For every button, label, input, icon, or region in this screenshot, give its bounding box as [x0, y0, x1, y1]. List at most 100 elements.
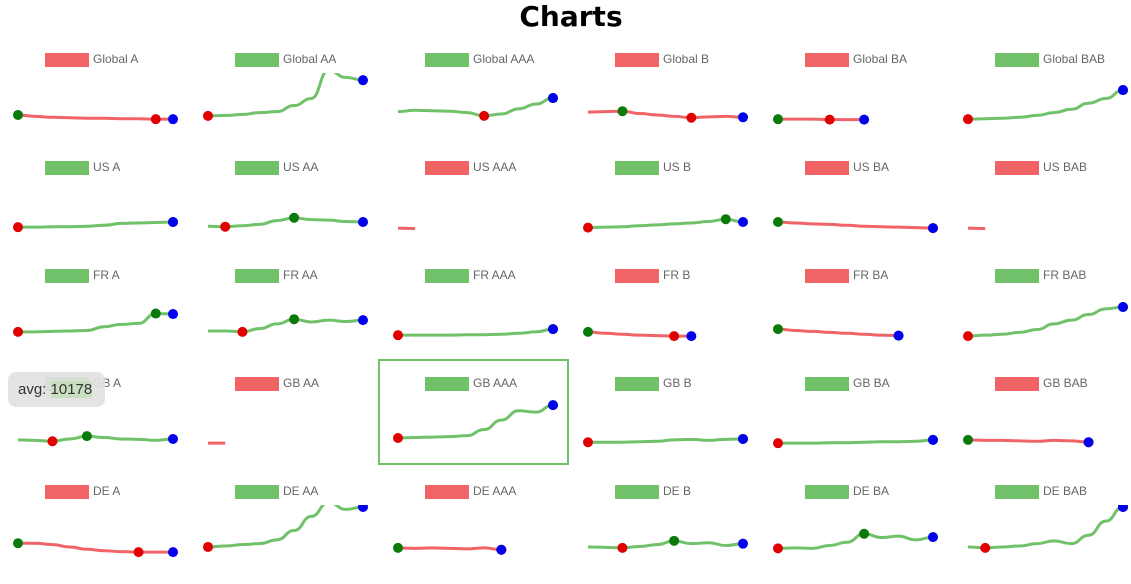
- last-marker: [548, 324, 558, 335]
- legend-swatch: [425, 161, 469, 175]
- legend-swatch: [615, 269, 659, 283]
- chart: [393, 542, 507, 555]
- legend-label: GB AA: [283, 376, 319, 390]
- min-marker: [963, 331, 973, 342]
- min-marker: [47, 436, 58, 447]
- legend-label: DE AA: [283, 484, 318, 498]
- legend-label: FR A: [93, 268, 120, 282]
- min-marker: [963, 114, 973, 125]
- last-marker: [358, 217, 368, 228]
- line: [397, 96, 554, 118]
- chart: [963, 85, 1128, 125]
- legend-label: US BA: [853, 160, 889, 174]
- chart: [587, 535, 748, 553]
- min-marker: [773, 543, 783, 554]
- legend-swatch: [235, 377, 279, 391]
- max-marker: [859, 528, 870, 539]
- min-marker: [773, 438, 783, 449]
- legend-swatch: [995, 161, 1039, 175]
- legend-label: Global AAA: [473, 52, 534, 66]
- last-marker: [1118, 301, 1128, 312]
- chart: [207, 212, 368, 232]
- chart: [203, 505, 368, 552]
- line: [587, 539, 744, 550]
- line: [777, 532, 934, 550]
- legend-swatch: [615, 377, 659, 391]
- min-marker: [203, 110, 213, 121]
- legend-label: Global B: [663, 52, 709, 66]
- chart: [967, 505, 1128, 553]
- last-marker: [928, 532, 938, 543]
- last-marker: [358, 315, 368, 326]
- legend-label: US AA: [283, 160, 318, 174]
- legend-swatch: [235, 269, 279, 283]
- chart: [13, 109, 178, 125]
- min-marker: [980, 542, 991, 553]
- line: [18, 541, 173, 554]
- max-marker: [81, 431, 92, 442]
- legend-label: GB AAA: [473, 376, 517, 390]
- last-marker: [1118, 505, 1128, 512]
- legend-swatch: [235, 53, 279, 67]
- legend-swatch: [805, 269, 849, 283]
- min-marker: [583, 222, 593, 233]
- last-marker: [1118, 85, 1128, 96]
- legend-swatch: [805, 377, 849, 391]
- chart: [17, 431, 178, 447]
- legend-label: DE B: [663, 484, 691, 498]
- min-marker: [479, 110, 490, 121]
- selected-cell: [378, 359, 569, 465]
- chart: [397, 93, 558, 121]
- max-marker: [583, 326, 593, 337]
- legend-swatch: [805, 53, 849, 67]
- legend-label: Global AA: [283, 52, 336, 66]
- legend-label: FR AA: [283, 268, 318, 282]
- max-marker: [720, 214, 731, 225]
- min-marker: [13, 326, 23, 337]
- min-marker: [150, 114, 161, 125]
- line: [967, 505, 1124, 550]
- line: [18, 220, 174, 229]
- last-marker: [496, 544, 507, 555]
- min-marker: [237, 326, 248, 337]
- min-marker: [133, 547, 144, 558]
- legend-label: GB BAB: [1043, 376, 1088, 390]
- last-marker: [738, 538, 748, 549]
- legend-label: Global A: [93, 52, 138, 66]
- legend-swatch: [995, 377, 1039, 391]
- max-marker: [773, 114, 783, 125]
- max-marker: [773, 324, 783, 335]
- chart: [773, 217, 938, 234]
- legend-label: US A: [93, 160, 120, 174]
- line: [207, 73, 364, 118]
- chart: [393, 324, 558, 341]
- last-marker: [893, 330, 904, 341]
- legend-label: US B: [663, 160, 691, 174]
- legend-swatch: [425, 377, 469, 391]
- line: [778, 438, 934, 445]
- last-marker: [859, 114, 870, 125]
- chart: [773, 434, 938, 449]
- line: [967, 438, 1089, 444]
- chart: [203, 73, 368, 121]
- line: [207, 505, 364, 549]
- chart: [13, 217, 178, 233]
- chart: [587, 106, 748, 123]
- line: [208, 317, 364, 334]
- min-marker: [669, 331, 680, 342]
- legend-swatch: [425, 53, 469, 67]
- legend-label: DE AAA: [473, 484, 516, 498]
- last-marker: [548, 93, 558, 104]
- legend-swatch: [45, 269, 89, 283]
- legend-swatch: [235, 485, 279, 499]
- chart: [583, 433, 748, 448]
- max-marker: [150, 308, 161, 319]
- legend-swatch: [805, 161, 849, 175]
- line: [587, 109, 744, 120]
- last-marker: [168, 309, 178, 320]
- min-marker: [824, 114, 835, 125]
- last-marker: [168, 217, 178, 228]
- last-marker: [168, 547, 178, 558]
- legend-label: FR AAA: [473, 268, 516, 282]
